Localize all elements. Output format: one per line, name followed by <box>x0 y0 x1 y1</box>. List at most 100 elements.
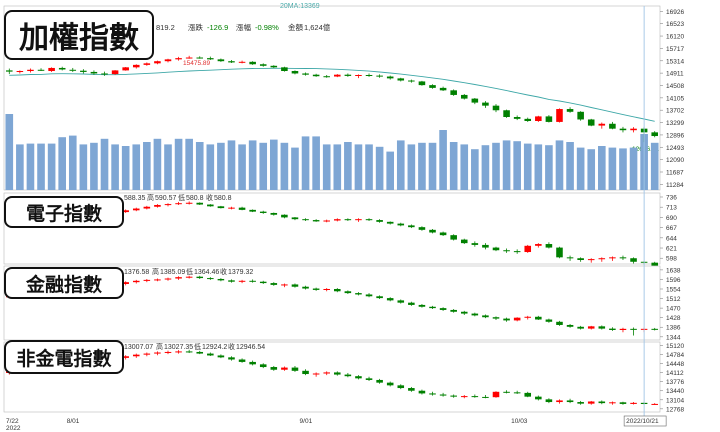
volume-bar <box>164 144 172 190</box>
candle-body <box>609 402 616 404</box>
candle-body <box>503 250 510 252</box>
candle-body <box>143 206 151 209</box>
candle-body <box>587 401 595 404</box>
candle-body <box>344 74 352 76</box>
p2-info-high: 590.57 <box>155 195 177 202</box>
candle-body <box>577 402 584 404</box>
candle-body <box>492 317 500 319</box>
candle-body <box>334 288 341 292</box>
candle-body <box>238 207 246 210</box>
candle-body <box>355 219 362 221</box>
candle-body <box>545 116 553 122</box>
candle-body <box>471 396 479 398</box>
y-tick-label: 621 <box>666 246 677 253</box>
candle-body <box>439 394 447 396</box>
candle-body <box>492 391 500 398</box>
volume-bar <box>37 143 45 190</box>
x-tick-label: 9/01 <box>300 418 313 425</box>
volume-bar <box>111 144 119 190</box>
volume-bar <box>185 138 193 190</box>
candle-body <box>482 244 489 248</box>
candle-body <box>217 59 225 62</box>
candle-body <box>196 351 204 354</box>
p2-info-low-label: 低 <box>178 193 185 202</box>
p2-info-close: 580.8 <box>214 195 232 202</box>
volume-bar <box>460 144 469 190</box>
candle-body <box>598 258 606 260</box>
y-tick-label: 15717 <box>666 46 684 53</box>
candle-body <box>587 119 595 126</box>
volume-bar <box>206 144 215 190</box>
candle-body <box>429 85 436 88</box>
y-tick-label: 14112 <box>666 370 684 377</box>
y-tick-label: 13299 <box>666 120 684 127</box>
candle-body <box>386 382 394 386</box>
candle-body <box>164 351 172 353</box>
volume-bar <box>629 147 638 190</box>
candle-body <box>122 282 129 284</box>
candle-body <box>376 379 383 383</box>
candle-body <box>439 232 447 236</box>
y-tick-label: 1344 <box>666 334 681 341</box>
p4-info-high-label: 高 <box>156 342 163 351</box>
candle-body <box>185 57 193 59</box>
candle-body <box>175 277 182 279</box>
volume-bar <box>344 142 352 190</box>
candle-body <box>471 243 479 245</box>
candle-body <box>439 87 447 91</box>
candle-body <box>376 75 383 77</box>
candle-body <box>154 204 161 207</box>
p4-info-close-label: 收 <box>228 342 235 351</box>
candle-body <box>535 116 542 121</box>
candle-body <box>566 400 574 403</box>
candle-body <box>450 395 457 397</box>
candle-body <box>492 247 500 251</box>
p1-change-label: 漲跌 <box>188 22 203 32</box>
x-tick-label: 8/01 <box>67 418 80 425</box>
candle-body <box>556 109 563 122</box>
candle-body <box>175 203 182 205</box>
candle-body <box>450 309 457 312</box>
candle-body <box>90 71 98 74</box>
candle-body <box>429 393 436 395</box>
title-taiex: 加權指數 <box>4 10 154 60</box>
volume-bar <box>291 147 299 190</box>
volume-bar <box>132 144 141 190</box>
candle-body <box>503 318 510 321</box>
y-tick-label: 644 <box>666 235 677 242</box>
y-tick-label: 690 <box>666 215 677 222</box>
candle-body <box>429 306 436 309</box>
candle-body <box>259 364 267 368</box>
y-tick-label: 736 <box>666 194 677 201</box>
volume-bar <box>375 146 384 190</box>
candle-body <box>408 388 415 391</box>
candle-body <box>355 376 362 379</box>
candle-body <box>302 286 309 289</box>
candle-body <box>609 257 616 259</box>
candle-body <box>281 214 288 218</box>
candle-body <box>101 73 108 75</box>
volume-bar <box>16 144 24 190</box>
p1-volume-label: 金額 <box>288 22 303 32</box>
panel-frame <box>3 265 661 341</box>
y-tick-label: 11687 <box>666 169 684 176</box>
volume-bar <box>418 142 426 190</box>
candle-body <box>238 61 246 63</box>
y-tick-label: 12493 <box>666 145 684 152</box>
candle-body <box>48 67 55 72</box>
x-tick-year: 2022 <box>6 425 21 432</box>
p1-open-tail: 819.2 <box>156 23 175 32</box>
p2-info-close-label: 收 <box>206 193 213 202</box>
candle-body <box>408 225 415 228</box>
candle-body <box>418 81 426 86</box>
candle-body <box>513 117 521 119</box>
p4-info-high: 13027.35 <box>164 344 193 351</box>
candle-body <box>556 400 563 403</box>
volume-bar <box>26 143 35 190</box>
volume-bar <box>153 138 162 190</box>
volume-bar <box>312 136 320 190</box>
candle-body <box>460 94 468 99</box>
candle-body <box>58 67 66 70</box>
candle-body <box>132 354 140 357</box>
candle-body <box>69 69 77 71</box>
